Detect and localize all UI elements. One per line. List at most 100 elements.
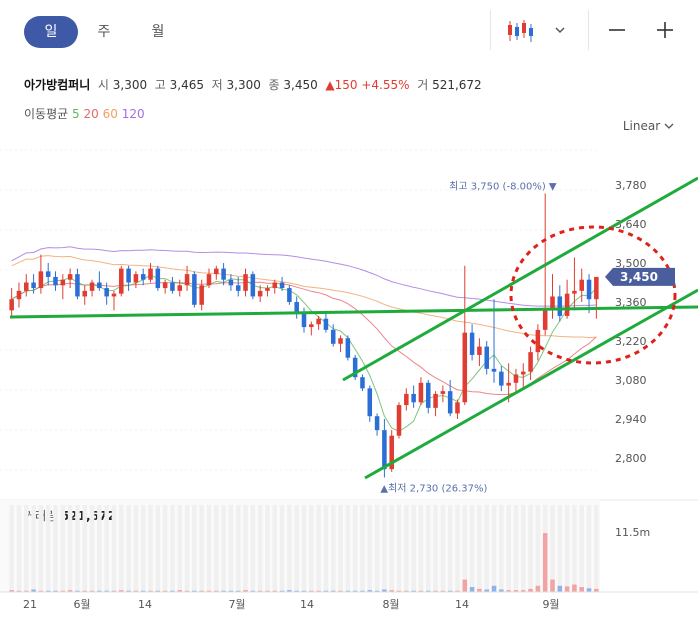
volume-bg-column <box>520 505 526 592</box>
scale-selector[interactable]: Linear <box>623 119 674 133</box>
ma-20: 20 <box>83 107 99 121</box>
tab-day[interactable]: 일 <box>24 16 78 48</box>
ma-label: 이동평균 <box>24 107 69 121</box>
volume-bg-column <box>433 505 438 592</box>
volume-bg-column <box>535 505 541 592</box>
y-tick-label: 3,780 <box>615 179 647 192</box>
low-value: 3,300 <box>226 78 261 92</box>
volume-bg-column <box>140 505 146 592</box>
y-tick-label: 3,640 <box>615 218 647 231</box>
volume-bar <box>594 588 599 592</box>
candle-body <box>97 282 102 289</box>
scale-mode: Linear <box>622 119 661 133</box>
high-label: 고 <box>154 78 166 92</box>
candle-body <box>192 274 197 305</box>
y-tick-label: 3,220 <box>615 335 647 348</box>
candle-body <box>579 279 584 291</box>
volume-bg-column <box>250 505 256 592</box>
x-tick-label: 14 <box>138 598 152 611</box>
candle-body <box>338 338 343 344</box>
volume-bg-column <box>235 505 241 592</box>
candlestick-chart-icon[interactable] <box>505 18 535 44</box>
candle-body <box>396 405 402 436</box>
candle-body <box>53 276 58 286</box>
volume-bar <box>447 590 453 592</box>
zoom-in-icon[interactable] <box>655 20 675 40</box>
candle-body <box>60 279 66 286</box>
candle-body <box>557 296 563 316</box>
volume-bar <box>506 590 511 592</box>
candle-body <box>462 332 468 403</box>
volume-bg-column <box>31 505 36 592</box>
volume-bg-column <box>287 505 292 592</box>
candle-body <box>367 388 373 417</box>
volume-bar <box>31 589 36 592</box>
volume-bar <box>425 590 431 592</box>
volume-bar <box>404 590 409 592</box>
volume-bg-column <box>425 505 431 592</box>
volume-bg-column <box>89 505 95 592</box>
candle-body <box>586 279 592 300</box>
volume-bar <box>140 590 146 592</box>
moving-average-legend[interactable]: 이동평균 5 20 60 120 <box>24 105 145 122</box>
candle-body <box>294 302 299 314</box>
candle-body <box>133 274 139 283</box>
candle-body <box>206 274 212 286</box>
volume-bg-column <box>586 505 592 592</box>
volume-bg-column <box>104 505 109 592</box>
volume-bg-column <box>294 505 299 592</box>
volume-bg-column <box>477 505 482 592</box>
ma-20-line <box>11 281 597 396</box>
candle-body <box>140 274 146 280</box>
candle-body <box>177 285 183 291</box>
ma-5: 5 <box>72 107 80 121</box>
volume-bar <box>250 590 256 592</box>
volume-bar <box>499 589 504 592</box>
highlight-circle <box>509 225 677 365</box>
ma-120-line <box>11 246 597 307</box>
candle-body <box>491 368 497 372</box>
volume-bg-column <box>192 505 197 592</box>
candle-body <box>250 274 256 297</box>
volume-bar <box>243 590 248 592</box>
volume-bar <box>9 590 14 592</box>
y-tick-label: 3,500 <box>615 257 647 270</box>
volume-bar <box>287 590 292 592</box>
candle-body <box>228 279 234 286</box>
candle-body <box>155 268 161 289</box>
volume-bar <box>206 590 212 592</box>
candle-body <box>572 290 577 294</box>
candle-body <box>506 382 511 386</box>
chevron-down-icon[interactable] <box>553 22 567 36</box>
volume-bar <box>97 590 102 592</box>
volume-axis-label: 11.5m <box>615 526 650 539</box>
candle-body <box>352 357 358 378</box>
candle-body <box>477 346 482 355</box>
volume-bg-column <box>45 505 51 592</box>
tab-week[interactable]: 주 <box>97 24 111 40</box>
candle-body <box>67 274 73 280</box>
volume-bar <box>352 590 358 592</box>
volume-bar <box>418 590 424 592</box>
volume-bg-column <box>279 505 285 592</box>
tab-month[interactable]: 월 <box>151 24 165 40</box>
volume-bg-column <box>243 505 248 592</box>
candle-body <box>287 288 292 302</box>
volume-bg-column <box>126 505 131 592</box>
candle-body <box>535 329 541 353</box>
volume-bg-column <box>199 505 204 592</box>
zoom-out-icon[interactable] <box>607 20 627 40</box>
volume-bg-column <box>177 505 183 592</box>
candle-body <box>16 290 22 300</box>
volume-bg-column <box>579 505 584 592</box>
volume-bg-column <box>53 505 58 592</box>
candle-body <box>404 393 409 406</box>
volume-bar <box>535 585 541 592</box>
volume-bar <box>60 590 66 592</box>
volume-bg-column <box>352 505 358 592</box>
volume-bg-column <box>506 505 511 592</box>
y-tick-label: 3,080 <box>615 374 647 387</box>
trendline-horizontal <box>9 305 698 319</box>
volume-bg-column <box>323 505 329 592</box>
